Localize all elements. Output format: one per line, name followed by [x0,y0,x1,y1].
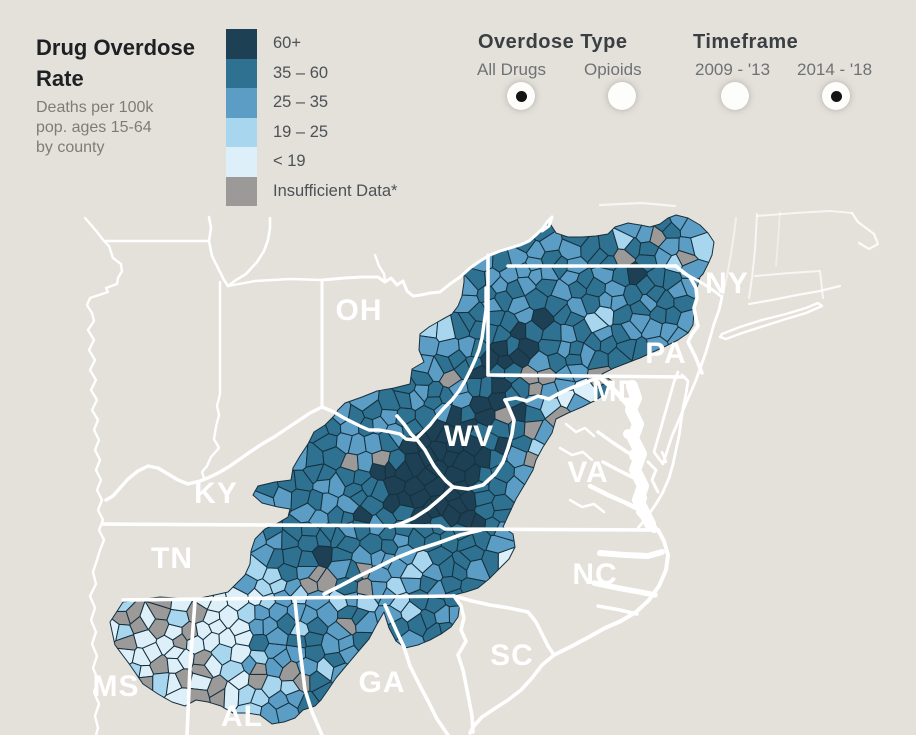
svg-text:WV: WV [444,420,494,453]
svg-text:KY: KY [194,477,238,510]
svg-text:TN: TN [151,542,193,575]
svg-text:SC: SC [490,639,534,672]
svg-text:PA: PA [645,337,686,370]
svg-text:NC: NC [572,558,617,591]
svg-text:VA: VA [567,456,608,489]
svg-text:MS: MS [93,670,140,703]
svg-text:MD: MD [592,375,641,408]
svg-text:OH: OH [336,294,383,327]
svg-text:AL: AL [221,700,263,733]
svg-text:NY: NY [705,267,749,300]
svg-text:GA: GA [359,666,406,699]
